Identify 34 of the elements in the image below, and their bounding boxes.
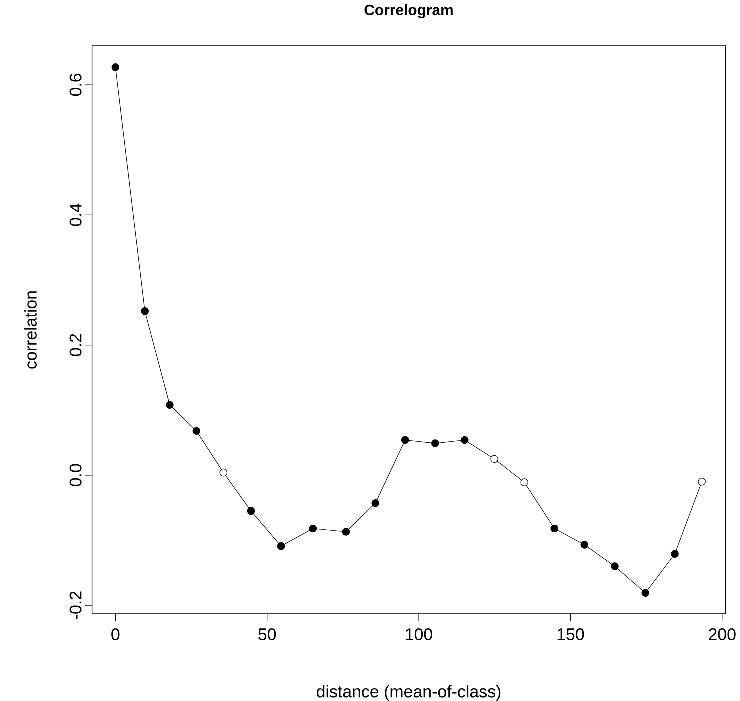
y-tick-label: 0.6 bbox=[70, 74, 82, 96]
point bbox=[642, 589, 650, 598]
point bbox=[220, 468, 228, 477]
y-axis-title: correlation bbox=[24, 292, 37, 369]
x-tick-label: 150 bbox=[558, 628, 584, 640]
point bbox=[460, 436, 469, 444]
point bbox=[698, 478, 706, 486]
point bbox=[671, 550, 679, 558]
point bbox=[342, 528, 350, 536]
point bbox=[490, 455, 498, 464]
x-tick-label: 50 bbox=[258, 628, 276, 640]
x-axis-title: distance (mean-of-class) bbox=[317, 685, 501, 701]
point bbox=[166, 401, 174, 410]
point bbox=[141, 308, 149, 316]
point bbox=[112, 64, 120, 72]
point bbox=[309, 524, 318, 533]
y-tick-label: 0.2 bbox=[70, 334, 82, 356]
point bbox=[611, 562, 619, 570]
x-tick-label: 200 bbox=[709, 628, 736, 640]
point bbox=[520, 478, 528, 486]
chart-title: Correlogram bbox=[364, 4, 453, 18]
x-tick-label: 0 bbox=[112, 628, 120, 640]
point bbox=[580, 541, 589, 549]
y-tick-label: 0.0 bbox=[70, 464, 82, 487]
y-tick-label: 0.4 bbox=[70, 204, 82, 226]
point bbox=[550, 524, 559, 533]
x-tick-label: 100 bbox=[406, 628, 432, 640]
point bbox=[192, 427, 201, 436]
point bbox=[277, 542, 286, 550]
point bbox=[247, 507, 256, 516]
point bbox=[432, 440, 440, 448]
point bbox=[401, 436, 410, 444]
point bbox=[372, 499, 380, 508]
y-tick-label: -0.2 bbox=[70, 592, 82, 620]
